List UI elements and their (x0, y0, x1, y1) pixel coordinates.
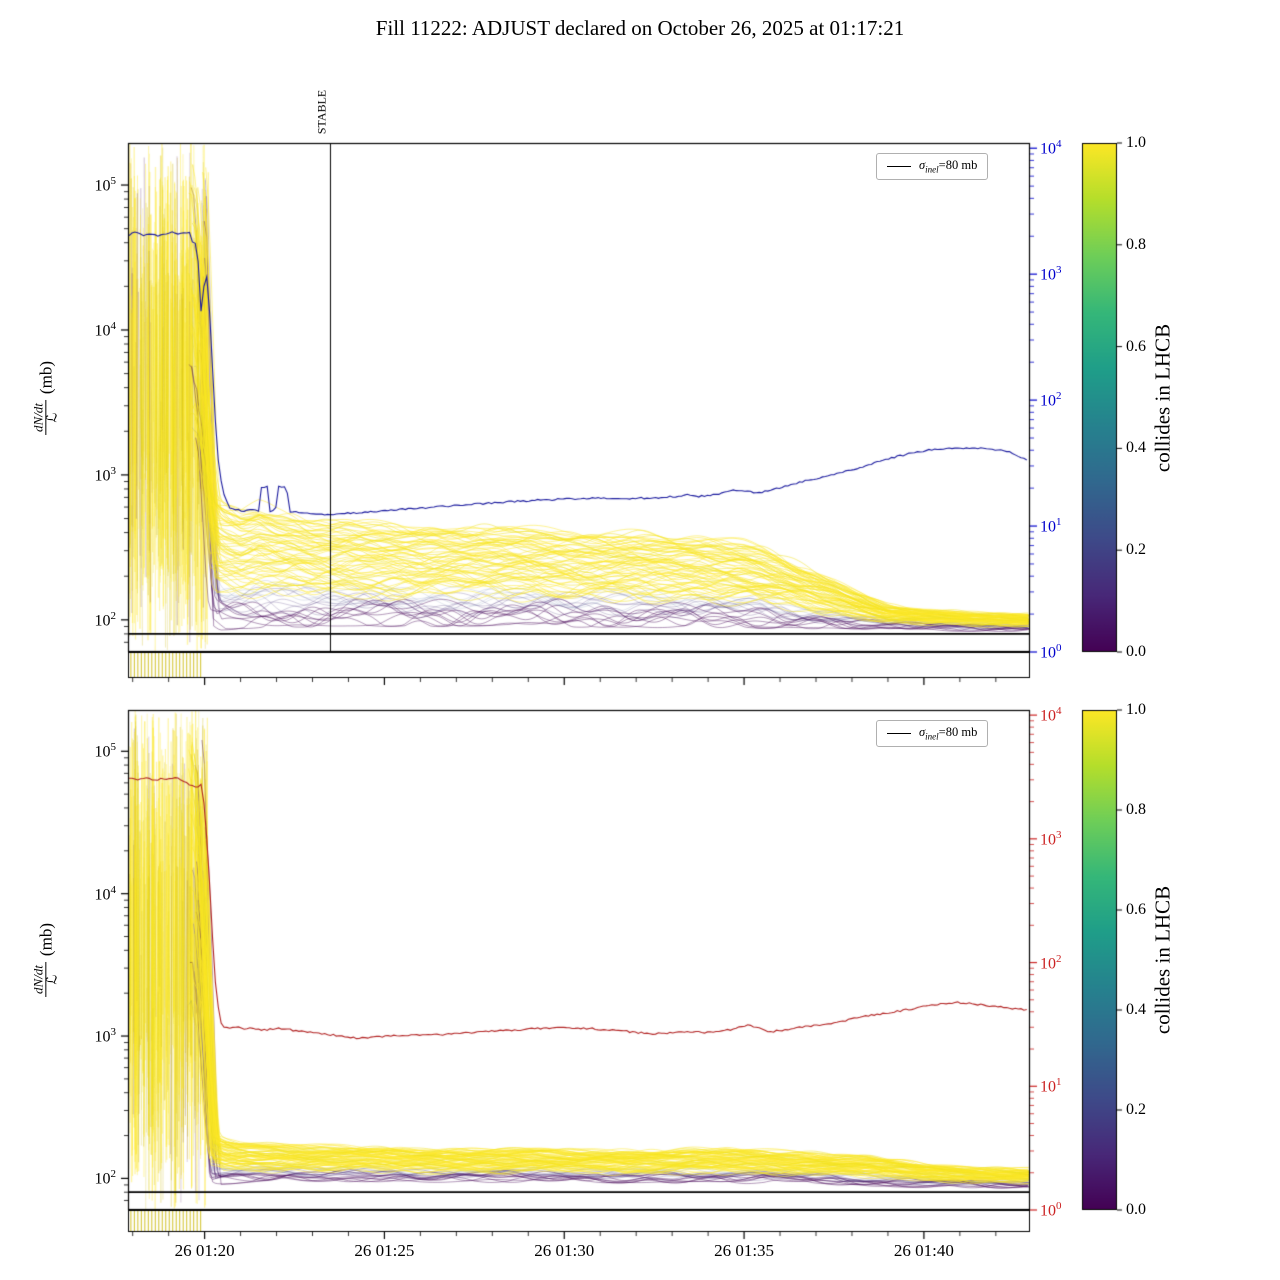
ylabel-fraction: dN/dt ℒ (30, 962, 60, 997)
colorbar-tick-label: 1.0 (1126, 701, 1146, 718)
colorbar-tick-label: 0.4 (1126, 439, 1146, 457)
left-tick-label: 102 (94, 1168, 117, 1188)
left-tick-label: 104 (94, 319, 117, 340)
stable-annotation: STABLE (314, 89, 329, 135)
right-tick-label: 100 (1040, 642, 1062, 662)
right-tick-label: 101 (1040, 516, 1062, 536)
right-tick-label: 103 (1040, 264, 1062, 284)
figure-title: Fill 11222: ADJUST declared on October 2… (375, 16, 905, 40)
legend-label: σinel=80 mb (919, 725, 977, 742)
ylabel-numerator: dN/dt (30, 400, 46, 435)
sigma-line-swatch (887, 165, 911, 167)
sigma-value: =80 mb (938, 725, 978, 739)
colorbar-tick-label: 0.0 (1126, 1201, 1146, 1218)
right-tick-label: 102 (1040, 952, 1062, 972)
right-tick-label: 104 (1040, 705, 1062, 725)
legend-bottom: σinel=80 mb (876, 720, 989, 747)
colorbar-tick-label: 1.0 (1126, 134, 1146, 151)
x-tick-label: 26 01:25 (354, 1241, 415, 1260)
sigma-symbol: σ (919, 725, 926, 739)
left-tick-label: 103 (94, 1026, 117, 1046)
left-tick-label: 105 (94, 175, 117, 195)
x-tick-label: 26 01:30 (534, 1241, 595, 1260)
colorbar-tick-label: 0.8 (1126, 235, 1146, 253)
sigma-symbol: σ (919, 158, 926, 172)
sigma-subscript: inel (925, 731, 939, 742)
sigma-line-swatch (887, 732, 911, 734)
left-tick-label: 103 (94, 464, 117, 485)
ylabel-unit: (mb) (36, 361, 56, 395)
sigma-subscript: inel (925, 164, 939, 175)
ylabel-denominator: ℒ (44, 412, 60, 423)
colorbar-tick-label: 0.2 (1126, 1101, 1146, 1118)
ylabel-fraction: dN/dt ℒ (30, 400, 60, 435)
legend-top: σinel=80 mb (876, 153, 989, 180)
colorbar-tick-label: 0.0 (1126, 643, 1146, 660)
ylabel-unit: (mb) (36, 923, 56, 957)
sigma-value: =80 mb (938, 158, 978, 172)
colorbar-tick-label: 0.4 (1126, 1001, 1146, 1018)
x-tick-label: 26 01:20 (174, 1241, 235, 1260)
ylabel-numerator: dN/dt (30, 962, 46, 997)
legend-label: σinel=80 mb (919, 158, 977, 175)
x-tick-label: 26 01:35 (714, 1241, 775, 1260)
ylabel-denominator: ℒ (44, 974, 60, 985)
y-axis-label-bottom: dN/dt ℒ (mb) (30, 923, 60, 997)
left-tick-label: 102 (94, 609, 117, 630)
colorbar-tick-label: 0.6 (1126, 337, 1146, 355)
right-tick-label: 102 (1040, 390, 1062, 410)
right-tick-label: 103 (1040, 828, 1062, 849)
left-tick-label: 105 (94, 741, 117, 761)
right-tick-label: 104 (1040, 138, 1062, 158)
colorbar-tick-label: 0.6 (1126, 901, 1146, 918)
colorbar-tick-label: 0.8 (1126, 801, 1146, 818)
right-tick-label: 100 (1040, 1200, 1062, 1220)
left-tick-label: 104 (94, 883, 117, 903)
right-tick-label: 101 (1040, 1076, 1062, 1096)
colorbar-tick-label: 0.2 (1126, 541, 1146, 559)
y-axis-label-top: dN/dt ℒ (mb) (30, 361, 60, 435)
x-tick-label: 26 01:40 (893, 1241, 954, 1260)
